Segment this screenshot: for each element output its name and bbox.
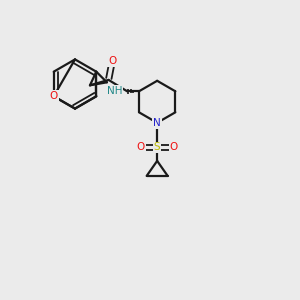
Text: O: O bbox=[50, 91, 58, 101]
Text: S: S bbox=[154, 142, 160, 152]
Text: O: O bbox=[169, 142, 178, 152]
Text: N: N bbox=[153, 118, 161, 128]
Text: NH: NH bbox=[107, 86, 123, 96]
Text: O: O bbox=[108, 56, 116, 66]
Text: O: O bbox=[136, 142, 145, 152]
